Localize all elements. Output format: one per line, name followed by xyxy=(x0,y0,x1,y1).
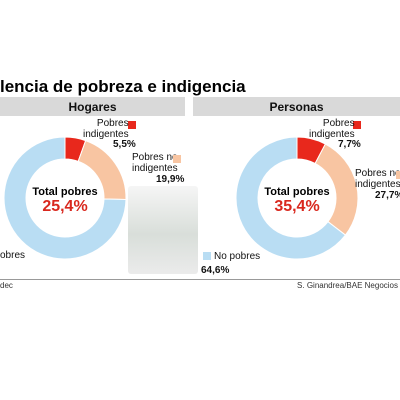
center-value: 25,4% xyxy=(42,198,88,215)
label-no-indigentes: Pobres no indigentes xyxy=(132,152,178,174)
label-no-pobres: No pobres xyxy=(214,251,261,262)
label-indigentes: Pobres indigentes xyxy=(83,118,129,140)
swatch-indigentes xyxy=(128,121,136,129)
slice-no-pobres xyxy=(3,136,127,260)
swatch-indigentes xyxy=(353,121,361,129)
chart-title: lencia de pobreza e indigencia xyxy=(0,77,246,96)
value-no-indigentes: 27,7% xyxy=(375,190,400,201)
panel-header-personas: Personas xyxy=(193,97,400,116)
center-title: Total pobres xyxy=(32,186,98,198)
background-photo xyxy=(128,186,198,274)
panel-header-hogares: Hogares xyxy=(0,97,185,116)
label-no-indigentes: Pobres no indigentes xyxy=(355,168,400,190)
swatch-no-pobres xyxy=(203,252,211,260)
source-note: dec xyxy=(0,281,13,290)
value-indigentes: 7,7% xyxy=(338,139,361,150)
value-no-pobres: 64,6% xyxy=(201,265,230,276)
center-value: 35,4% xyxy=(274,198,320,215)
swatch-no-indigentes xyxy=(396,171,400,179)
donut-hogares xyxy=(3,136,127,260)
donut-personas xyxy=(235,136,359,260)
center-total-personas: Total pobres 35,4% xyxy=(242,186,352,216)
value-indigentes: 5,5% xyxy=(113,139,136,150)
divider xyxy=(0,279,400,280)
center-title: Total pobres xyxy=(264,186,330,198)
swatch-no-indigentes xyxy=(173,155,181,163)
credit-note: S. Ginandrea/BAE Negocios xyxy=(297,281,398,290)
label-no-pobres: obres xyxy=(0,250,26,261)
center-total-hogares: Total pobres 25,4% xyxy=(10,186,120,216)
label-indigentes: Pobres indigentes xyxy=(309,118,355,140)
value-no-indigentes: 19,9% xyxy=(156,174,185,185)
slice-no-pobres xyxy=(235,136,347,260)
